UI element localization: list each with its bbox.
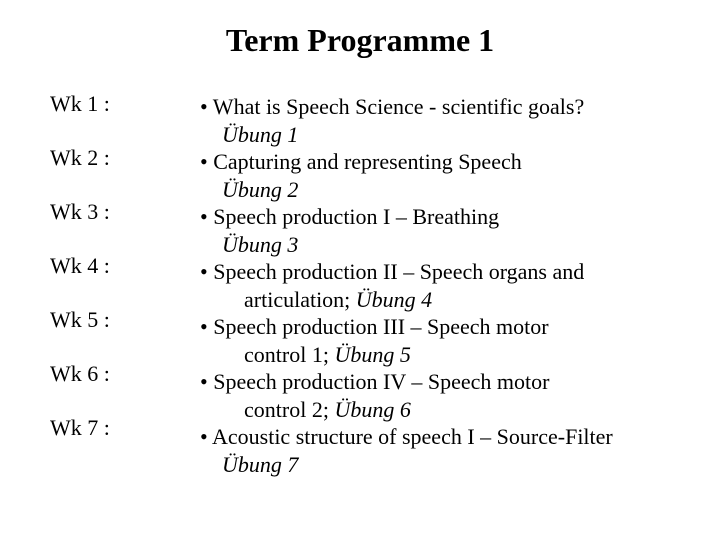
topic-6-line2-ital: Übung 6 (334, 397, 410, 422)
topic-5-line2-ital: Übung 5 (334, 342, 410, 367)
topic-6-line2: control 2; Übung 6 (200, 396, 670, 424)
topic-4-line2: articulation; Übung 4 (200, 286, 670, 314)
week-label-6: Wk 6 : (50, 363, 200, 385)
slide: Term Programme 1 Wk 1 : Wk 2 : Wk 3 : Wk… (0, 0, 720, 540)
topic-6: • Speech production IV – Speech motor (200, 368, 670, 396)
topic-2-sub: Übung 2 (200, 176, 670, 204)
topic-5: • Speech production III – Speech motor (200, 313, 670, 341)
week-column: Wk 1 : Wk 2 : Wk 3 : Wk 4 : Wk 5 : Wk 6 … (50, 93, 200, 439)
slide-title: Term Programme 1 (50, 22, 670, 59)
topic-1: • What is Speech Science - scientific go… (200, 93, 670, 121)
topic-2: • Capturing and representing Speech (200, 148, 670, 176)
topic-7: • Acoustic structure of speech I – Sourc… (200, 423, 670, 451)
week-label-4: Wk 4 : (50, 255, 200, 277)
week-label-7: Wk 7 : (50, 417, 200, 439)
topic-3-sub: Übung 3 (200, 231, 670, 259)
topics-column: • What is Speech Science - scientific go… (200, 93, 670, 478)
topic-4-line2-ital: Übung 4 (356, 287, 432, 312)
week-label-5: Wk 5 : (50, 309, 200, 331)
topic-4: • Speech production II – Speech organs a… (200, 258, 670, 286)
content-row: Wk 1 : Wk 2 : Wk 3 : Wk 4 : Wk 5 : Wk 6 … (50, 93, 670, 478)
topic-1-sub: Übung 1 (200, 121, 670, 149)
topic-7-sub: Übung 7 (200, 451, 670, 479)
week-label-1: Wk 1 : (50, 93, 200, 115)
topic-5-line2: control 1; Übung 5 (200, 341, 670, 369)
week-label-2: Wk 2 : (50, 147, 200, 169)
topic-4-line2-plain: articulation; (244, 287, 356, 312)
topic-3: • Speech production I – Breathing (200, 203, 670, 231)
week-label-3: Wk 3 : (50, 201, 200, 223)
topic-6-line2-plain: control 2; (244, 397, 334, 422)
topic-5-line2-plain: control 1; (244, 342, 334, 367)
